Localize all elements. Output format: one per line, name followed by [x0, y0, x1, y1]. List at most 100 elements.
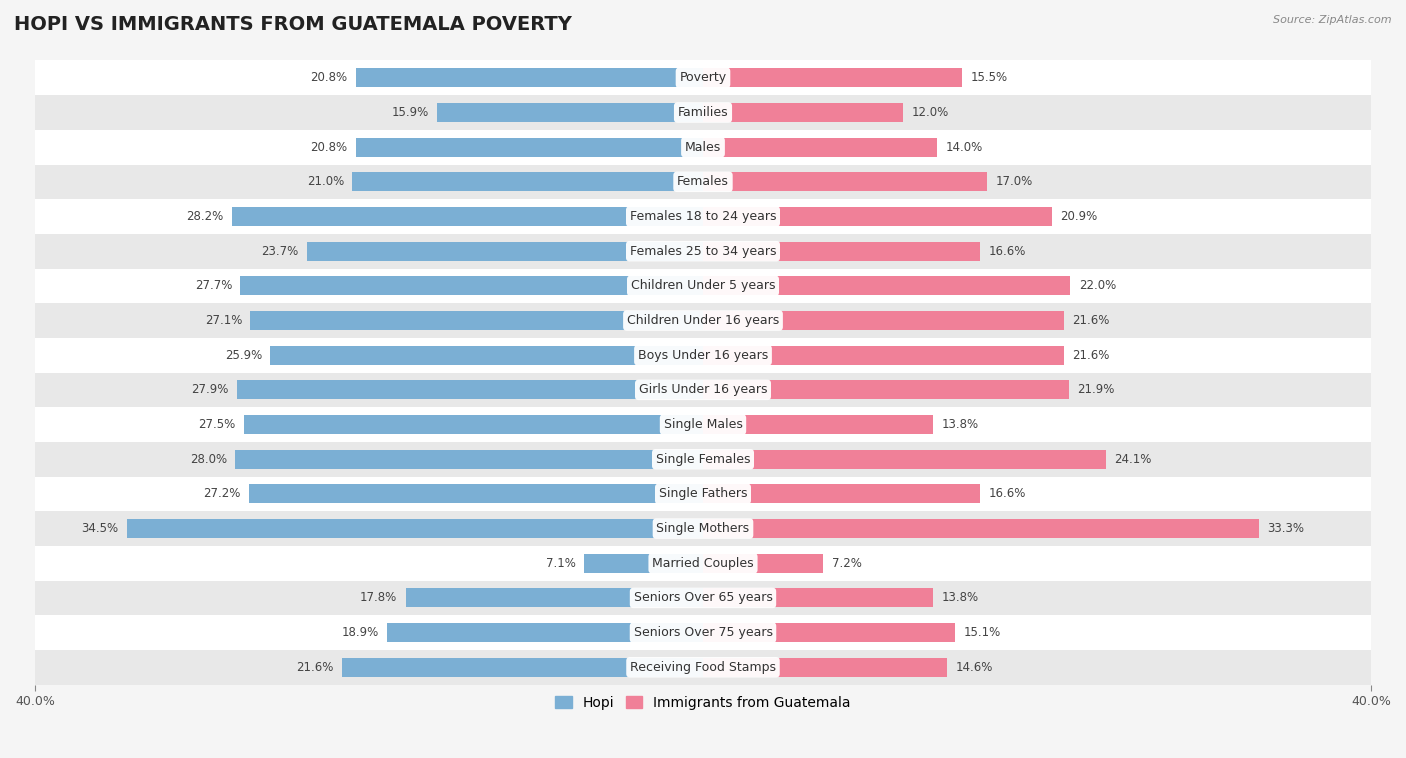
Bar [35, 477, 1371, 511]
Text: 28.0%: 28.0% [190, 453, 226, 465]
Text: Families: Families [678, 106, 728, 119]
Text: 17.8%: 17.8% [360, 591, 398, 604]
Bar [127, 519, 703, 538]
Text: 12.0%: 12.0% [911, 106, 949, 119]
Text: 14.6%: 14.6% [955, 661, 993, 674]
Text: Single Mothers: Single Mothers [657, 522, 749, 535]
Bar [703, 415, 934, 434]
Text: 21.9%: 21.9% [1077, 384, 1115, 396]
Text: Receiving Food Stamps: Receiving Food Stamps [630, 661, 776, 674]
Text: 27.1%: 27.1% [205, 314, 242, 327]
Bar [35, 372, 1371, 407]
Bar [35, 338, 1371, 372]
Text: 13.8%: 13.8% [942, 591, 979, 604]
Text: Poverty: Poverty [679, 71, 727, 84]
Bar [35, 268, 1371, 303]
Bar [356, 138, 703, 157]
Bar [703, 68, 962, 87]
Text: 34.5%: 34.5% [82, 522, 118, 535]
Bar [703, 311, 1064, 330]
Text: 21.6%: 21.6% [1073, 349, 1109, 362]
Text: Single Fathers: Single Fathers [659, 487, 747, 500]
Text: 18.9%: 18.9% [342, 626, 380, 639]
Text: 14.0%: 14.0% [945, 141, 983, 154]
Text: Single Females: Single Females [655, 453, 751, 465]
Text: Children Under 16 years: Children Under 16 years [627, 314, 779, 327]
Bar [35, 650, 1371, 684]
Text: 22.0%: 22.0% [1078, 280, 1116, 293]
Bar [232, 207, 703, 226]
Bar [35, 581, 1371, 615]
Text: 27.9%: 27.9% [191, 384, 229, 396]
Bar [703, 381, 1069, 399]
Text: 16.6%: 16.6% [988, 245, 1026, 258]
Text: Males: Males [685, 141, 721, 154]
Bar [703, 172, 987, 191]
Bar [342, 658, 703, 677]
Bar [35, 164, 1371, 199]
Bar [238, 381, 703, 399]
Bar [703, 242, 980, 261]
Bar [35, 407, 1371, 442]
Bar [35, 61, 1371, 96]
Text: Single Males: Single Males [664, 418, 742, 431]
Text: 20.8%: 20.8% [311, 141, 347, 154]
Bar [35, 199, 1371, 234]
Bar [35, 303, 1371, 338]
Text: 21.6%: 21.6% [297, 661, 333, 674]
Text: 21.0%: 21.0% [307, 175, 344, 188]
Text: 25.9%: 25.9% [225, 349, 262, 362]
Text: 21.6%: 21.6% [1073, 314, 1109, 327]
Bar [703, 623, 955, 642]
Bar [35, 442, 1371, 477]
Text: Married Couples: Married Couples [652, 556, 754, 570]
Text: 17.0%: 17.0% [995, 175, 1032, 188]
Text: 13.8%: 13.8% [942, 418, 979, 431]
Legend: Hopi, Immigrants from Guatemala: Hopi, Immigrants from Guatemala [550, 690, 856, 715]
Text: HOPI VS IMMIGRANTS FROM GUATEMALA POVERTY: HOPI VS IMMIGRANTS FROM GUATEMALA POVERT… [14, 15, 572, 34]
Bar [35, 234, 1371, 268]
Text: 24.1%: 24.1% [1114, 453, 1152, 465]
Bar [35, 96, 1371, 130]
Bar [235, 449, 703, 468]
Text: Source: ZipAtlas.com: Source: ZipAtlas.com [1274, 15, 1392, 25]
Text: 15.5%: 15.5% [970, 71, 1007, 84]
Bar [703, 138, 936, 157]
Text: 23.7%: 23.7% [262, 245, 299, 258]
Bar [270, 346, 703, 365]
Bar [35, 546, 1371, 581]
Bar [703, 103, 904, 122]
Text: 27.7%: 27.7% [194, 280, 232, 293]
Bar [35, 615, 1371, 650]
Bar [703, 207, 1052, 226]
Text: Children Under 5 years: Children Under 5 years [631, 280, 775, 293]
Bar [703, 658, 946, 677]
Text: 7.2%: 7.2% [831, 556, 862, 570]
Bar [703, 484, 980, 503]
Text: 27.2%: 27.2% [202, 487, 240, 500]
Text: Seniors Over 65 years: Seniors Over 65 years [634, 591, 772, 604]
Bar [703, 519, 1260, 538]
Bar [353, 172, 703, 191]
Text: 15.1%: 15.1% [963, 626, 1001, 639]
Text: 7.1%: 7.1% [546, 556, 576, 570]
Text: 20.9%: 20.9% [1060, 210, 1098, 223]
Bar [240, 277, 703, 296]
Bar [387, 623, 703, 642]
Bar [703, 277, 1070, 296]
Text: Females 25 to 34 years: Females 25 to 34 years [630, 245, 776, 258]
Bar [35, 130, 1371, 164]
Text: Girls Under 16 years: Girls Under 16 years [638, 384, 768, 396]
Bar [703, 588, 934, 607]
Bar [406, 588, 703, 607]
Text: Females: Females [678, 175, 728, 188]
Bar [703, 346, 1064, 365]
Bar [703, 553, 824, 573]
Bar [35, 511, 1371, 546]
Text: 16.6%: 16.6% [988, 487, 1026, 500]
Text: Seniors Over 75 years: Seniors Over 75 years [634, 626, 772, 639]
Bar [356, 68, 703, 87]
Text: 15.9%: 15.9% [392, 106, 429, 119]
Bar [703, 449, 1105, 468]
Bar [249, 484, 703, 503]
